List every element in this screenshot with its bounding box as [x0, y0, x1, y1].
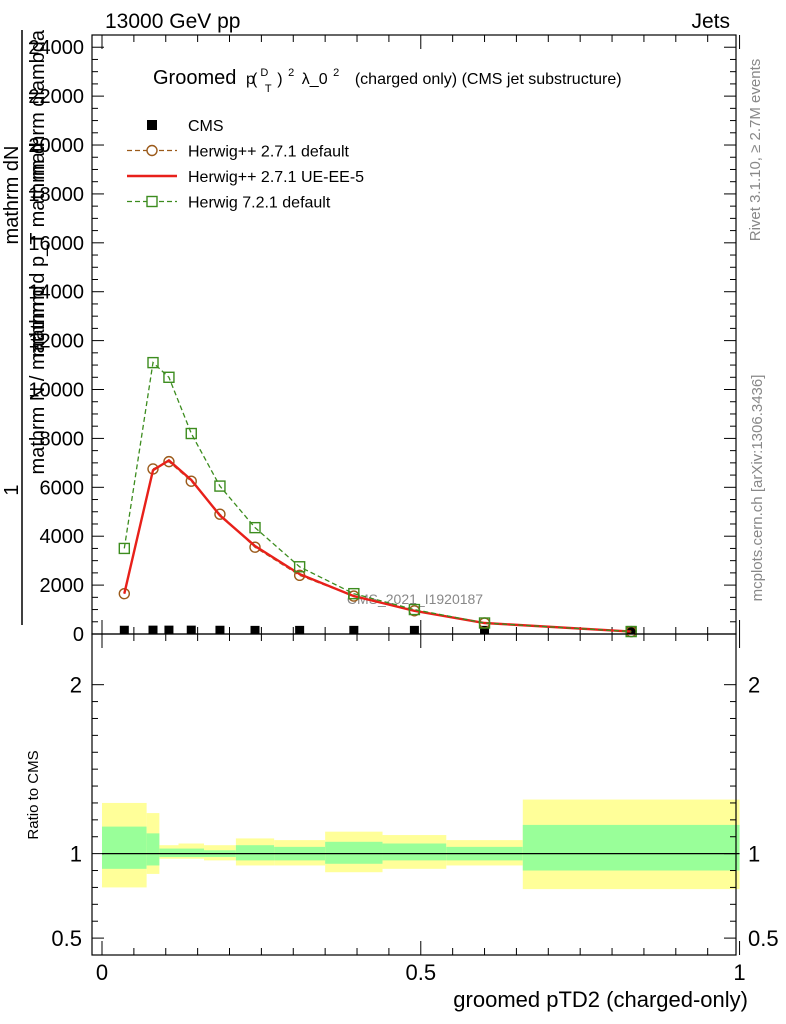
data-point [250, 625, 260, 634]
ylabel-pt: mathrm d p_T mathrm d [27, 143, 49, 357]
data-point [148, 625, 158, 634]
y-tick-label: 16000 [28, 233, 84, 255]
header-left: 13000 GeV pp [105, 10, 240, 33]
data-point [625, 625, 637, 638]
data-point [215, 625, 225, 634]
title-sup-d: D [260, 67, 268, 79]
data-point [626, 625, 636, 634]
data-point [409, 625, 419, 634]
x-tick-label: 0 [96, 960, 108, 985]
data-point [408, 603, 421, 616]
data-point [214, 480, 226, 492]
main-panel: 0 2000 4000 6000 8000 10000 12000 14000 16000 180… [28, 34, 741, 646]
data-point [119, 625, 129, 634]
data-point [478, 617, 491, 629]
title-open-paren: ( [252, 71, 258, 88]
y-tick-label: 8000 [40, 428, 85, 450]
data-point [295, 625, 305, 634]
rivet-label: Rivet 3.1.10, ≥ 2.7M events [747, 59, 764, 242]
title-word: Groomed [153, 67, 236, 89]
legend-label: Herwig++ 2.7.1 UE-EE-5 [188, 169, 364, 186]
y-tick-label: 20000 [28, 135, 84, 157]
series-line [123, 458, 632, 633]
legend-marker [146, 195, 158, 208]
y-tick-label: 14000 [28, 282, 84, 304]
ratio-y-tick-label: 2 [70, 673, 82, 698]
data-point [118, 542, 131, 555]
y-tick-label: 6000 [40, 477, 85, 499]
title-lambda-pow: 2 [333, 67, 339, 79]
ratio-band-green [235, 845, 275, 861]
ratio-band-green [178, 848, 205, 858]
chart-title: Groomed p D T ) 2 λ_0 2 (charged only) (… [153, 59, 622, 97]
ratio-y-tick-label-right: 0.5 [748, 926, 779, 951]
main-ylabel: 1 mathrm N / mathrm d mathrm dN mathrm d… [1, 29, 49, 625]
title-pow: 2 [288, 67, 294, 79]
legend-label: CMS [188, 118, 224, 135]
data-point [480, 625, 490, 634]
data-point [293, 561, 306, 573]
data-point [214, 508, 226, 520]
x-tick-label: 1 [733, 960, 745, 985]
y-tick-label: 0 [73, 624, 84, 646]
data-point [249, 541, 261, 553]
data-point [186, 625, 196, 634]
ratio-band-green [102, 826, 147, 869]
ratio-band-green [382, 843, 447, 861]
ylabel-den: mathrm N / mathrm d [27, 286, 49, 475]
legend-label: Herwig 7.2.1 default [188, 195, 331, 212]
title-p: p [246, 71, 255, 88]
data-point [185, 475, 197, 487]
ratio-band-green [522, 824, 740, 871]
ratio-band-green [325, 841, 383, 864]
x-axis-label: groomed pTD2 (charged-only) [453, 987, 748, 1012]
ratio-y-tick-label: 1 [70, 842, 82, 867]
data-point [249, 521, 261, 534]
y-tick-label: 10000 [28, 380, 84, 402]
ratio-y-tick-label-right: 1 [748, 842, 760, 867]
title-close: ) [277, 71, 282, 88]
data-point [163, 455, 175, 468]
title-sub-t: T [265, 83, 272, 95]
data-point [185, 427, 197, 440]
ylabel-one: 1 [1, 484, 23, 495]
data-point [349, 625, 359, 634]
y-tick-label: 22000 [28, 86, 84, 108]
ratio-band-green [159, 848, 179, 858]
data-point [147, 356, 159, 369]
mcplots-label: mcplots.cern.ch [arXiv:1306.3436] [749, 375, 766, 602]
ratio-y-tick-label: 0.5 [51, 926, 82, 951]
ratio-y-tick-label-right: 2 [748, 673, 760, 698]
y-tick-label: 24000 [28, 37, 84, 59]
data-point [164, 625, 174, 634]
data-point [163, 371, 175, 383]
legend-marker [147, 120, 157, 130]
ratio-panel: 0 0.5 10.5 0.51 12 2 [51, 633, 779, 985]
ratio-band-green [146, 833, 160, 866]
y-tick-label: 4000 [40, 526, 85, 548]
x-tick-label: 0.5 [405, 960, 436, 985]
header-right: Jets [691, 10, 730, 33]
legend-label: Herwig++ 2.7.1 default [188, 144, 350, 161]
data-point [348, 587, 360, 600]
y-tick-label: 2000 [40, 575, 85, 597]
ratio-frame [91, 633, 737, 956]
ylabel-num: mathrm dN [1, 146, 23, 245]
y-tick-label: 12000 [28, 331, 84, 353]
title-rest: (charged only) (CMS jet substructure) [355, 71, 622, 88]
y-tick-label: 18000 [28, 184, 84, 206]
legend-marker [146, 144, 158, 157]
ratio-ylabel: Ratio to CMS [25, 750, 42, 839]
title-lambda: λ_0 [302, 71, 328, 88]
ylabel-lambda: mathrm dlambda [27, 29, 49, 180]
